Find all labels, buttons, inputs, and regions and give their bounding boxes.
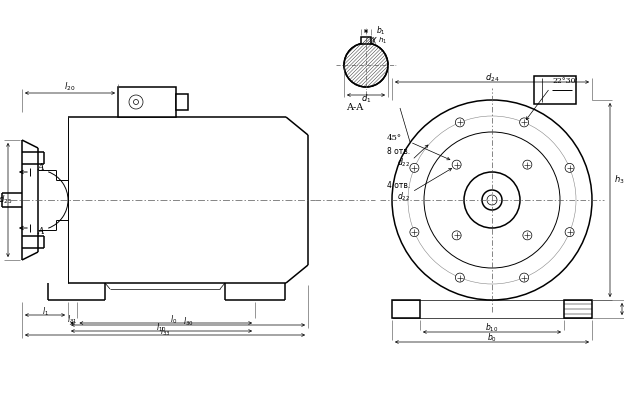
Text: 8 отв.: 8 отв. — [387, 147, 410, 156]
Circle shape — [487, 195, 497, 205]
Circle shape — [410, 164, 419, 172]
Text: $h_{31}$: $h_{31}$ — [614, 174, 624, 186]
Text: 45°: 45° — [387, 134, 402, 142]
Text: $l_{20}$: $l_{20}$ — [64, 81, 76, 93]
Text: A: A — [38, 164, 44, 173]
Bar — [564, 300, 592, 318]
Text: $l_0$: $l_0$ — [170, 314, 177, 326]
Circle shape — [134, 100, 139, 105]
Bar — [392, 300, 420, 318]
Circle shape — [464, 172, 520, 228]
Bar — [361, 37, 371, 44]
Bar — [176, 94, 188, 110]
Text: $d_{22}$: $d_{22}$ — [397, 191, 410, 203]
Text: $l_{10}$: $l_{10}$ — [156, 322, 167, 334]
Circle shape — [452, 231, 461, 240]
Text: $d_{25}$: $d_{25}$ — [0, 194, 12, 206]
Circle shape — [520, 273, 529, 282]
Circle shape — [523, 231, 532, 240]
Bar — [118, 87, 176, 117]
Text: A-A: A-A — [346, 103, 363, 112]
Circle shape — [344, 43, 388, 87]
Text: A: A — [38, 227, 44, 237]
Circle shape — [129, 95, 143, 109]
Circle shape — [482, 190, 502, 210]
Circle shape — [456, 273, 464, 282]
Circle shape — [392, 100, 592, 300]
Text: $b_{10}$: $b_{10}$ — [485, 322, 499, 334]
Text: $d_{22}$: $d_{22}$ — [397, 157, 410, 169]
Text: $l_1$: $l_1$ — [42, 306, 49, 318]
Text: $l_{31}$: $l_{31}$ — [67, 314, 77, 326]
Text: 4 отв.: 4 отв. — [387, 181, 410, 190]
Circle shape — [456, 118, 464, 127]
Text: $d_1$: $d_1$ — [361, 93, 371, 105]
Circle shape — [408, 116, 576, 284]
Circle shape — [452, 160, 461, 169]
Circle shape — [565, 228, 574, 237]
Circle shape — [565, 164, 574, 172]
Circle shape — [523, 160, 532, 169]
Text: $h_1$: $h_1$ — [378, 35, 387, 46]
Text: $l_{30}$: $l_{30}$ — [183, 316, 193, 328]
Bar — [534, 76, 576, 104]
Circle shape — [424, 132, 560, 268]
Circle shape — [410, 228, 419, 237]
Text: $l_{33}$: $l_{33}$ — [160, 326, 170, 338]
Circle shape — [520, 118, 529, 127]
Text: $b_1$: $b_1$ — [376, 25, 386, 37]
Text: 22°30': 22°30' — [552, 77, 578, 85]
Text: $d_{24}$: $d_{24}$ — [485, 72, 499, 84]
Text: $b_0$: $b_0$ — [487, 332, 497, 344]
